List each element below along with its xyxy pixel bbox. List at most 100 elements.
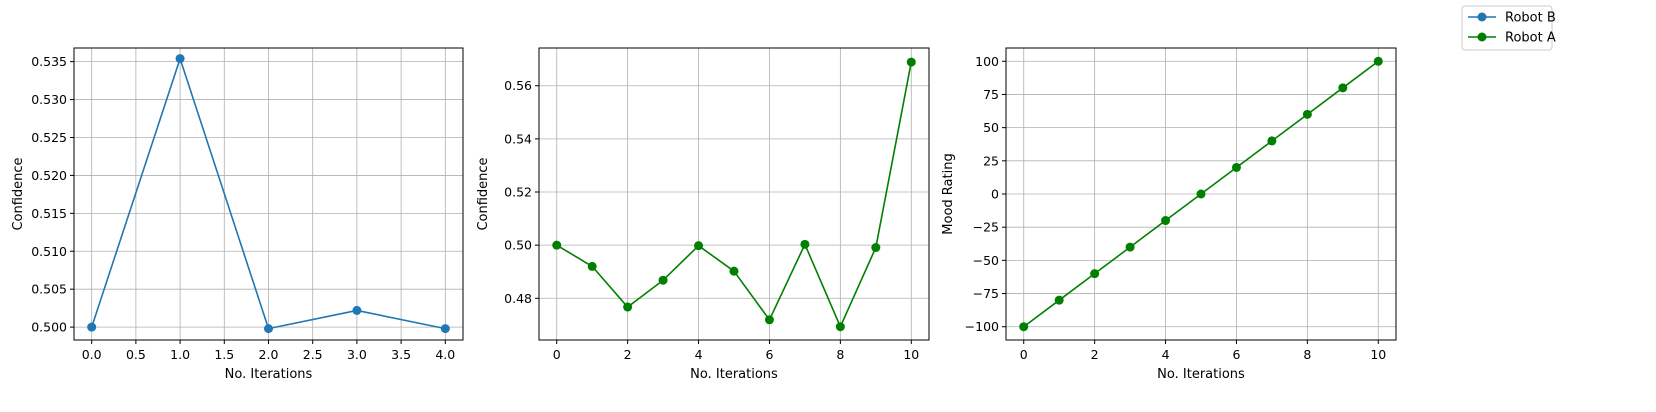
legend-entry-robot-a: Robot A <box>1468 31 1556 46</box>
x-tick-label: 3.5 <box>391 347 411 362</box>
x-tick-label: 6 <box>765 347 773 362</box>
data-point <box>1054 295 1064 305</box>
y-tick-label: 0.54 <box>504 131 532 146</box>
data-point <box>1267 136 1277 146</box>
data-point <box>1125 242 1135 252</box>
data-point <box>1196 189 1206 199</box>
y-axis: 0.500 0.505 0.510 0.515 0.520 0.525 0.530 0.535 <box>31 54 74 335</box>
data-point <box>352 305 362 315</box>
y-tick-label: −50 <box>973 253 999 268</box>
y-tick-label: 0.52 <box>504 185 532 200</box>
y-tick-label: 0.530 <box>31 92 67 107</box>
series-robot-a <box>1019 56 1383 332</box>
data-point <box>1231 162 1241 172</box>
y-tick-label: 0 <box>991 187 999 202</box>
data-point <box>1302 109 1312 119</box>
data-point <box>587 261 597 271</box>
x-axis: 0 2 4 6 8 10 <box>553 340 919 362</box>
x-tick-label: 4 <box>1162 347 1170 362</box>
y-tick-label: −75 <box>973 286 999 301</box>
y-tick-label: 50 <box>983 120 999 135</box>
y-tick-label: 0.56 <box>504 78 532 93</box>
y-tick-label: 0.520 <box>31 168 67 183</box>
series-line <box>556 61 913 328</box>
data-point <box>1161 216 1171 226</box>
x-tick-label: 0 <box>1020 347 1028 362</box>
y-tick-label: −100 <box>965 319 999 334</box>
chart-2: 0 2 4 6 8 10 0.48 0.50 0.52 0.54 0.56 No. Iteration… <box>476 47 930 382</box>
legend-marker-robot-b <box>1477 12 1487 22</box>
chart-3: 0 2 4 6 8 10 −100 −75 −50 −25 0 25 50 75 100 No. Iterat… <box>941 47 1397 382</box>
x-axis: 0 2 4 6 8 10 <box>1020 340 1386 362</box>
y-tick-label: 0.510 <box>31 244 67 259</box>
x-tick-label: 2 <box>1091 347 1099 362</box>
grid <box>539 48 929 340</box>
data-point <box>175 54 185 64</box>
data-point <box>871 243 881 253</box>
legend-label-robot-b: Robot B <box>1505 11 1556 26</box>
legend-entry-robot-b: Robot B <box>1468 11 1556 26</box>
x-axis-label: No. Iterations <box>225 367 313 382</box>
data-point <box>800 239 810 249</box>
x-tick-label: 0 <box>553 347 561 362</box>
data-point <box>729 266 739 276</box>
x-tick-label: 1.0 <box>170 347 190 362</box>
y-tick-label: 100 <box>975 54 999 69</box>
data-point <box>1019 322 1029 332</box>
y-tick-label: −25 <box>973 220 999 235</box>
data-point <box>87 322 97 332</box>
data-point <box>764 315 774 325</box>
x-tick-label: 10 <box>1370 347 1386 362</box>
y-axis: −100 −75 −50 −25 0 25 50 75 100 <box>965 54 1006 334</box>
y-tick-label: 25 <box>983 153 999 168</box>
axes-frame <box>538 47 930 341</box>
x-tick-label: 2 <box>624 347 632 362</box>
data-point <box>552 240 562 250</box>
chart-1: 0.0 0.5 1.0 1.5 2.0 2.5 3.0 3.5 4.00.5000.5050.5… <box>11 47 464 382</box>
legend-label-robot-a: Robot A <box>1505 31 1556 46</box>
x-axis-label: No. Iterations <box>690 367 778 382</box>
data-point <box>906 57 916 67</box>
y-tick-label: 0.515 <box>31 206 67 221</box>
data-point <box>1338 83 1348 93</box>
y-tick-label: 75 <box>983 87 999 102</box>
data-point <box>1090 269 1100 279</box>
x-tick-label: 6 <box>1232 347 1240 362</box>
data-point <box>658 275 668 285</box>
x-tick-label: 8 <box>836 347 844 362</box>
y-tick-label: 0.50 <box>504 238 532 253</box>
y-tick-label: 0.525 <box>31 130 67 145</box>
x-tick-label: 3.0 <box>347 347 367 362</box>
x-axis-label: No. Iterations <box>1157 367 1245 382</box>
grid <box>74 48 463 340</box>
y-axis-label: Confidence <box>476 157 491 230</box>
y-tick-label: 0.535 <box>31 54 67 69</box>
legend-marker-robot-a <box>1477 32 1487 42</box>
x-tick-label: 0.0 <box>82 347 102 362</box>
y-axis-label: Confidence <box>11 157 26 230</box>
y-axis: 0.48 0.50 0.52 0.54 0.56 <box>504 78 539 306</box>
series-robot-b <box>87 54 450 334</box>
x-tick-label: 0.5 <box>126 347 146 362</box>
x-tick-label: 2.0 <box>259 347 279 362</box>
x-tick-label: 1.5 <box>214 347 234 362</box>
x-axis: 0.0 0.5 1.0 1.5 2.0 2.5 3.0 3.5 4.0 <box>82 340 455 362</box>
x-tick-label: 8 <box>1303 347 1311 362</box>
data-point <box>1373 56 1383 66</box>
x-tick-label: 2.5 <box>303 347 323 362</box>
data-point <box>623 302 633 312</box>
data-point <box>835 322 845 332</box>
data-point <box>440 324 450 334</box>
y-tick-label: 0.48 <box>504 291 532 306</box>
x-tick-label: 10 <box>903 347 919 362</box>
data-point <box>264 324 273 334</box>
y-tick-label: 0.500 <box>31 320 67 335</box>
x-tick-label: 4 <box>695 347 703 362</box>
x-tick-label: 4.0 <box>435 347 455 362</box>
legend: Robot B Robot A <box>1461 5 1556 51</box>
y-tick-label: 0.505 <box>31 282 67 297</box>
series-robot-a <box>552 57 916 332</box>
data-point <box>694 241 704 251</box>
y-axis-label: Mood Rating <box>941 153 956 234</box>
